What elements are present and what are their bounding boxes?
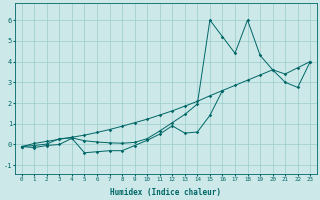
X-axis label: Humidex (Indice chaleur): Humidex (Indice chaleur)	[110, 188, 221, 197]
